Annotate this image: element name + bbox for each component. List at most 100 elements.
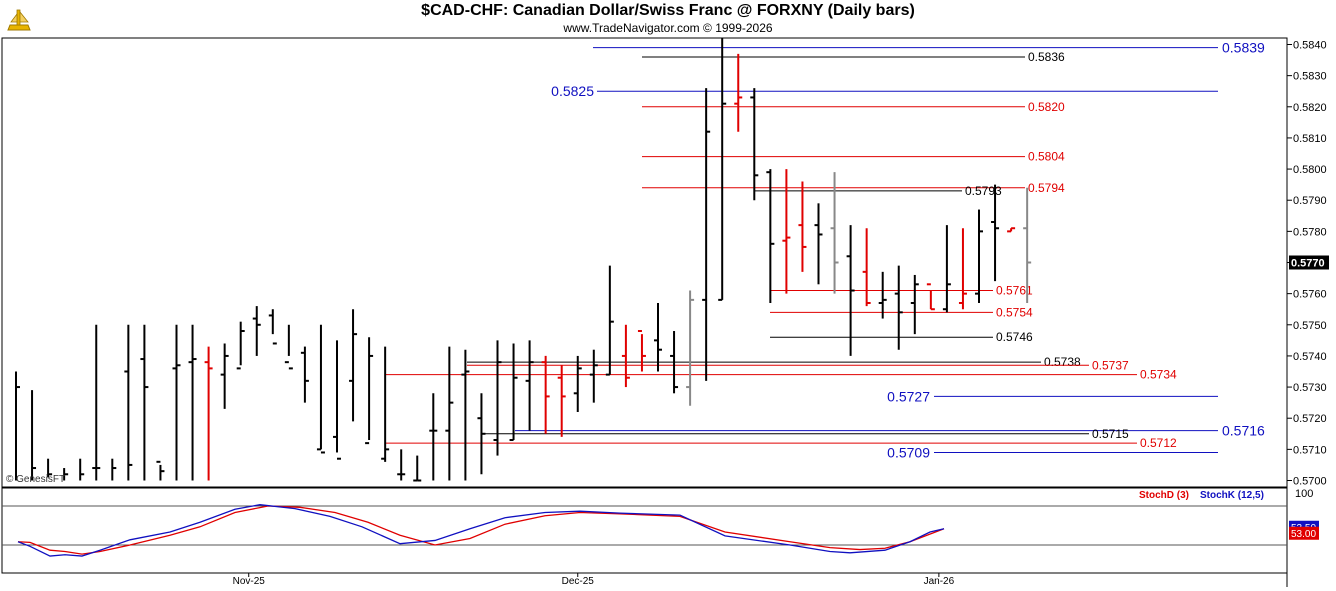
ohlc-bar [637, 330, 646, 372]
ohlc-bar [140, 324, 149, 481]
ohlc-bar [429, 393, 438, 481]
y-tick-label: 0.5730 [1293, 382, 1327, 394]
ohlc-bar [284, 324, 293, 370]
y-tick-label: 0.5750 [1293, 320, 1327, 332]
ohlc-bar [204, 346, 213, 481]
ohlc-bar [349, 309, 358, 422]
price-level-label: 0.5820 [1028, 100, 1065, 114]
ohlc-bar [798, 181, 807, 272]
ohlc-bar [477, 393, 486, 475]
price-level-label: 0.5761 [996, 284, 1033, 298]
ohlc-bar [1007, 227, 1016, 233]
ohlc-bar [702, 88, 711, 381]
ohlc-bar [846, 225, 855, 356]
y-tick-label: 0.5760 [1293, 289, 1327, 301]
ohlc-bar [862, 228, 871, 307]
ohlc-bar [509, 343, 518, 442]
ohlc-bar [111, 458, 117, 481]
ohlc-bar [63, 468, 69, 481]
current-price-label: 0.5770 [1291, 258, 1325, 270]
ohlc-bar [766, 169, 775, 303]
ohlc-bar [942, 225, 951, 313]
ohlc-bar [991, 184, 1000, 282]
price-level-label: 0.5715 [1092, 427, 1129, 441]
y-tick-label: 0.5830 [1293, 71, 1327, 83]
ohlc-bar [461, 349, 470, 481]
price-level-label: 0.5716 [1222, 423, 1265, 439]
ohlc-bar [830, 172, 839, 294]
ohlc-bar [252, 306, 261, 356]
ohlc-bar [910, 274, 919, 335]
y-tick-label: 0.5720 [1293, 413, 1327, 425]
price-level-label: 0.5754 [996, 305, 1033, 319]
x-tick-label: Nov-25 [233, 576, 266, 587]
ohlc-bar [156, 460, 165, 481]
ohlc-bar [397, 449, 406, 481]
y-tick-label: 0.5810 [1293, 133, 1327, 145]
price-level-label: 0.5709 [887, 444, 930, 460]
ohlc-bar [605, 265, 614, 376]
ohlc-bar [92, 324, 101, 481]
ohlc-bar [172, 324, 181, 481]
price-level-label: 0.5804 [1028, 150, 1065, 164]
legend-stochk: StochK (12,5) [1200, 490, 1264, 501]
price-level-label: 0.5836 [1028, 50, 1065, 64]
ohlc-bar [188, 324, 197, 481]
chart-title: $CAD-CHF: Canadian Dollar/Swiss Franc @ … [421, 2, 915, 19]
x-tick-label: Jan-26 [924, 576, 955, 587]
ohlc-bar [557, 365, 566, 437]
ohlc-bar [300, 346, 309, 403]
ohlc-bar [47, 458, 53, 478]
legend-stochd: StochD (3) [1139, 490, 1189, 501]
price-level-label: 0.5712 [1140, 436, 1177, 450]
price-level-label: 0.5793 [965, 184, 1002, 198]
ohlc-bar [1023, 187, 1032, 303]
copyright-label: © GenesisFT [6, 474, 66, 485]
ohlc-bar [413, 455, 422, 482]
ohlc-bar [926, 283, 935, 311]
ohlc-bar [718, 38, 727, 301]
stoch-series-line [17, 504, 945, 557]
ohlc-bar [734, 53, 743, 132]
ohlc-bar [894, 265, 903, 350]
price-level-label: 0.5738 [1044, 355, 1081, 369]
y-tick-label: 0.5700 [1293, 476, 1327, 488]
ohlc-bar [445, 346, 454, 481]
y-tick-label: 0.5740 [1293, 351, 1327, 363]
ohlc-bar [124, 324, 133, 481]
ohlc-bar [670, 331, 679, 394]
ohlc-bar [493, 340, 502, 456]
stochd-value-badge [1289, 526, 1319, 540]
price-level-label: 0.5734 [1140, 368, 1177, 382]
ohlc-bar [220, 343, 229, 409]
stoch-plot-frame [1, 487, 1288, 574]
logo-icon [7, 9, 31, 31]
ohlc-bar [268, 309, 277, 345]
ohlc-bar [365, 337, 374, 445]
price-level-label: 0.5794 [1028, 181, 1065, 195]
y-tick-label: 0.5800 [1293, 164, 1327, 176]
ohlc-bar [573, 355, 582, 412]
ohlc-bar [958, 228, 967, 310]
price-level-label: 0.5825 [551, 83, 594, 99]
ohlc-bar [878, 271, 887, 319]
ohlc-bar [589, 349, 598, 403]
ohlc-bar [316, 324, 325, 454]
y-tick-label: 0.5840 [1293, 40, 1327, 52]
stochd-value-label: 53.00 [1291, 529, 1316, 540]
y-tick-label: 0.5790 [1293, 195, 1327, 207]
x-tick-label: Dec-25 [562, 576, 595, 587]
ohlc-bar [621, 324, 630, 388]
ohlc-bar [15, 371, 20, 481]
ohlc-bar [750, 88, 759, 201]
ohlc-bar [79, 458, 85, 481]
y-tick-label: 0.5780 [1293, 226, 1327, 238]
ohlc-bar [654, 302, 662, 372]
ohlc-bar [814, 203, 823, 285]
ohlc-bar [525, 340, 534, 431]
ohlc-bar [236, 321, 245, 370]
ohlc-bar [381, 346, 390, 462]
ohlc-bar [31, 390, 37, 481]
y-tick-label: 0.5820 [1293, 102, 1327, 114]
stoch-tick-label: 100 [1295, 488, 1313, 500]
